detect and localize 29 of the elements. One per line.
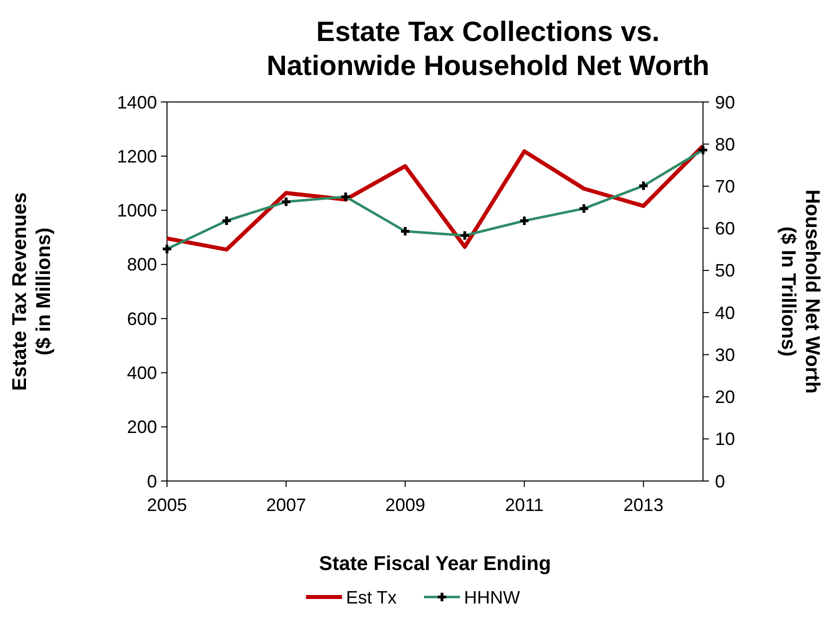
y2-tick-label: 90 [715,92,736,112]
y-tick-label: 1000 [116,200,157,221]
y2-tick-label: 30 [715,344,736,365]
x-tick-label: 2007 [266,495,306,515]
x-tick-label: 2005 [146,495,188,515]
y2-tick-label: 10 [715,429,736,450]
y-tick-label: 0 [146,471,157,492]
x-axis-title: State Fiscal Year Ending [319,553,551,575]
x-tick-label: 2009 [385,495,426,515]
y2-tick-label: 0 [715,471,726,492]
y-axis-title: Estate Tax Revenues ($ in Millions) [9,192,55,391]
y2-tick-label: 80 [715,134,736,154]
y2-tick-label: 40 [715,302,736,323]
y-tick-label: 1400 [116,92,157,112]
y2-tick-label: 20 [715,387,736,408]
legend-label: Est Tx [346,587,397,608]
x-tick-label: 2011 [504,495,544,515]
y-tick-label: 1200 [116,146,157,166]
legend-label: HHNW [464,587,520,608]
x-tick-label: 2013 [623,495,664,515]
chart-title: Estate Tax Collections vs. Nationwide Household Net Worth [266,16,710,81]
y2-tick-label: 50 [715,260,736,281]
y-tick-label: 400 [126,363,157,384]
y2-tick-label: 60 [715,218,736,239]
y-tick-label: 800 [126,254,157,275]
y-tick-label: 200 [126,417,157,438]
y-tick-label: 600 [126,308,157,329]
y2-tick-label: 70 [715,176,736,197]
y2-axis-title: Household Net Worth ($ In Trillions) [777,189,823,394]
